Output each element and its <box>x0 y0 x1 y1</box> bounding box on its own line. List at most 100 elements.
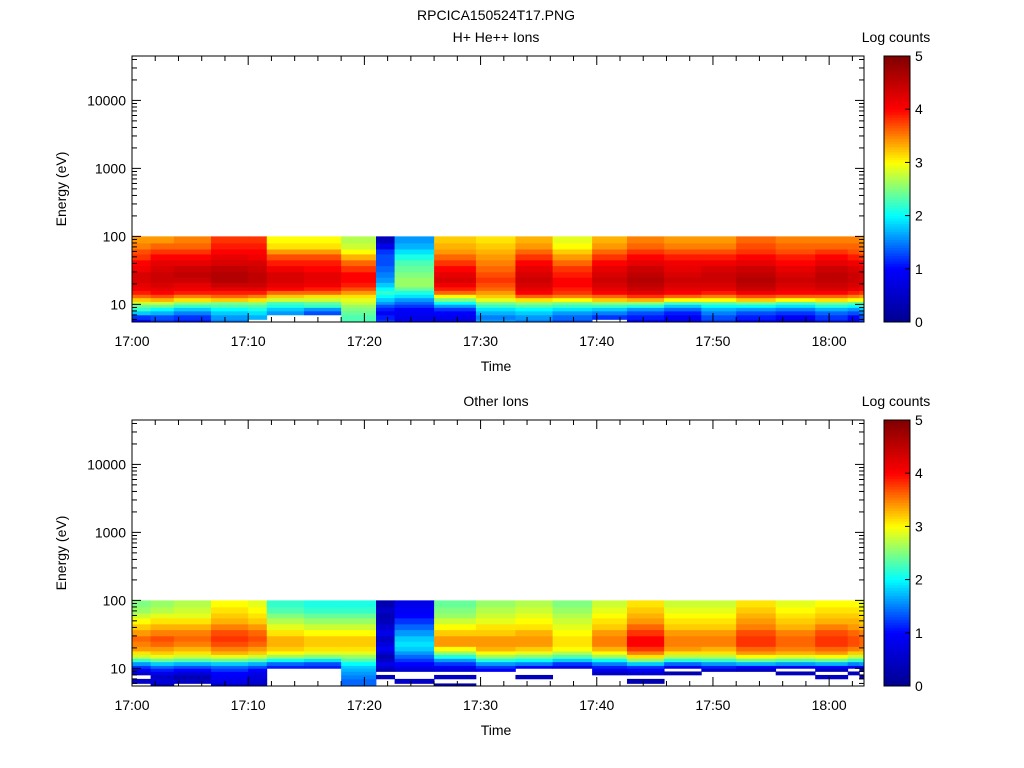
heatmap-cell <box>515 307 554 312</box>
heatmap-cell <box>211 290 249 295</box>
colorbar-swatch <box>884 138 910 142</box>
heatmap-cell <box>341 282 377 288</box>
colorbar-swatch <box>884 603 910 607</box>
colorbar-swatch <box>884 433 910 437</box>
heatmap-cell <box>173 242 212 250</box>
colorbar-swatch <box>884 314 910 318</box>
heatmap-cell <box>815 301 849 305</box>
heatmap-cell <box>664 242 702 250</box>
heatmap-cell <box>394 600 435 608</box>
heatmap-cell <box>626 236 665 244</box>
heatmap-cell <box>552 646 593 652</box>
heatmap-cell <box>736 242 777 250</box>
heatmap-cell <box>341 658 377 663</box>
heatmap-cell <box>150 668 175 672</box>
colorbar-swatch <box>884 61 910 65</box>
heatmap-cell <box>248 618 268 625</box>
heatmap-cell <box>592 668 628 672</box>
heatmap-cell <box>701 613 737 619</box>
heatmap-cell <box>211 600 249 608</box>
heatmap-cell <box>515 242 554 250</box>
heatmap-cell <box>664 282 702 288</box>
colorbar-swatch <box>884 141 910 145</box>
heatmap-cell <box>394 310 435 316</box>
heatmap-cell <box>248 651 268 655</box>
heatmap-cell <box>475 249 516 255</box>
colorbar-label: Log counts <box>862 29 931 45</box>
heatmap-cell <box>701 658 737 663</box>
heatmap-cell <box>515 294 554 299</box>
colorbar-swatch <box>884 491 910 495</box>
heatmap-cell <box>859 297 865 302</box>
heatmap-cell <box>248 629 268 637</box>
heatmap-cell <box>847 618 860 625</box>
colorbar-swatch <box>884 662 910 666</box>
colorbar-swatch <box>884 122 910 126</box>
heatmap-cell <box>341 287 377 291</box>
heatmap-cell <box>434 287 477 291</box>
heatmap-cell <box>173 277 212 283</box>
heatmap-cell <box>775 654 816 659</box>
heatmap-cell <box>775 641 816 647</box>
heatmap-cell <box>664 310 702 316</box>
colorbar-swatch <box>884 125 910 129</box>
heatmap-cell <box>592 310 628 316</box>
heatmap-cell <box>434 618 477 625</box>
colorbar-swatch <box>884 529 910 533</box>
heatmap-cell <box>515 658 554 663</box>
heatmap-cell <box>150 678 175 684</box>
heatmap-cell <box>150 265 175 273</box>
colorbar-swatch <box>884 566 910 570</box>
heatmap-cell <box>847 265 860 273</box>
heatmap-cell <box>303 646 342 652</box>
heatmap-cell <box>248 287 268 291</box>
colorbar-swatch <box>884 473 910 477</box>
heatmap-cell <box>552 618 593 625</box>
x-axis: 17:00 17:10 17:20 17:30 17:40 17:50 18:00 <box>114 420 853 713</box>
heatmap-cell <box>211 310 249 316</box>
heatmap-cell <box>847 606 860 614</box>
heatmap-cell <box>248 307 268 312</box>
colorbar-swatch <box>884 87 910 92</box>
heatmap-cell <box>132 310 151 316</box>
colorbar-tick-label: 5 <box>915 412 923 428</box>
heatmap-cell <box>847 623 860 631</box>
colorbar-swatch <box>884 242 910 246</box>
colorbar-swatch <box>884 438 910 442</box>
heatmap-cell <box>248 259 268 267</box>
heatmap-cell <box>664 236 702 244</box>
heatmap-cell <box>626 661 665 666</box>
heatmap-cell <box>552 301 593 305</box>
colorbar-swatch <box>884 598 910 602</box>
heatmap-cell <box>775 629 816 637</box>
heatmap-cell <box>847 307 860 312</box>
heatmap-cell <box>847 671 860 676</box>
heatmap-cell <box>211 651 249 655</box>
heatmap-cell <box>475 314 516 320</box>
heatmap-cell <box>775 314 816 320</box>
heatmap-cell <box>150 301 175 305</box>
heatmap-cell <box>341 254 377 261</box>
heatmap-cell <box>173 641 212 647</box>
heatmap-cell <box>150 651 175 655</box>
heatmap-cell <box>394 297 435 302</box>
heatmap-cell <box>775 294 816 299</box>
heatmap-cell <box>592 297 628 302</box>
heatmap-cell <box>248 265 268 273</box>
heatmap-cell <box>859 646 865 652</box>
heatmap-cell <box>434 683 477 687</box>
heatmap-cell <box>394 623 435 631</box>
heatmap-cell <box>859 658 865 663</box>
heatmap-cell <box>248 635 268 642</box>
heatmap-cell <box>150 271 175 278</box>
heatmap-cell <box>552 294 593 299</box>
colorbar-swatch <box>884 534 910 538</box>
heatmap-cell <box>132 265 151 273</box>
heatmap-cell <box>173 654 212 659</box>
heatmap-cell <box>173 297 212 302</box>
heatmap-cell <box>211 304 249 308</box>
heatmap-cell <box>475 310 516 316</box>
heatmap-cell <box>815 314 849 320</box>
colorbar-swatch <box>884 630 910 634</box>
heatmap-cell <box>132 629 151 637</box>
